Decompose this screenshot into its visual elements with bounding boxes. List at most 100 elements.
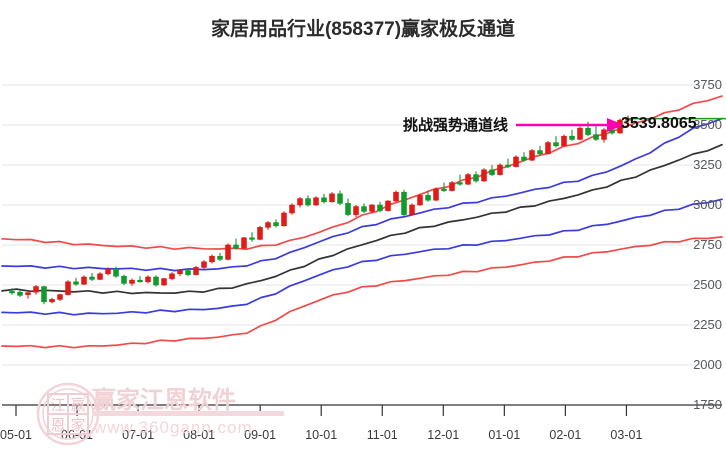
y-axis-tick-label: 1750 — [693, 397, 722, 412]
candle-body — [457, 182, 463, 185]
arrow-head — [607, 118, 624, 132]
candle-body — [57, 294, 63, 300]
candle-body — [361, 206, 367, 212]
y-axis-tick-label: 2500 — [693, 277, 722, 292]
candle-body — [225, 244, 231, 260]
candle-body — [129, 279, 135, 284]
inner-lower-channel-line — [1, 198, 723, 316]
candle-body — [481, 169, 487, 182]
candle-body — [17, 291, 23, 296]
x-axis-tick-label: 02-01 — [549, 428, 582, 442]
candle-body — [521, 156, 527, 161]
candle-body — [337, 193, 343, 204]
candle-body — [33, 286, 39, 293]
inner-lower-channel-path — [1, 198, 723, 316]
candle-body — [249, 237, 255, 240]
candle-body — [81, 276, 87, 285]
x-axis-tick-label: 07-01 — [122, 428, 155, 442]
inner-upper-channel-line — [1, 117, 723, 272]
x-axis-tick-label: 10-01 — [305, 428, 338, 442]
candle-body — [409, 204, 415, 215]
candle-body — [217, 255, 223, 260]
candle-body — [73, 281, 79, 285]
candle-body — [601, 129, 607, 140]
candle-body — [41, 286, 47, 303]
candle-body — [425, 195, 431, 201]
candle-body — [121, 275, 127, 284]
candle-body — [137, 279, 143, 283]
y-axis-tick-label: 2250 — [693, 317, 722, 332]
candle-body — [569, 135, 575, 140]
candle-body — [145, 276, 151, 283]
x-axis-tick-label: 03-01 — [610, 428, 643, 442]
x-axis-tick-label: 05-01 — [0, 428, 32, 442]
candlestick-series — [9, 115, 631, 305]
candle-body — [441, 188, 447, 191]
candle-body — [209, 255, 215, 263]
candle-body — [321, 197, 327, 203]
candle-body — [265, 222, 271, 228]
last-price-value: 3539.8065 — [621, 115, 697, 132]
candle-body — [417, 195, 423, 206]
y-axis-tick-label: 3250 — [693, 157, 722, 172]
x-axis-tick-label: 08-01 — [183, 428, 216, 442]
page-title: 家居用品行业(858377)赢家极反通道 — [210, 19, 516, 40]
y-axis-tick-label: 2000 — [693, 357, 722, 372]
candle-body — [233, 244, 239, 249]
mid-line-path — [1, 143, 723, 295]
candle-body — [105, 268, 111, 275]
candle-body — [513, 156, 519, 167]
candle-body — [153, 276, 159, 286]
candle-body — [281, 212, 287, 227]
candle-body — [97, 273, 103, 280]
mid-channel-line — [1, 143, 723, 295]
x-axis-tick-label: 09-01 — [244, 428, 277, 442]
candle-body — [89, 276, 95, 280]
candle-body — [593, 134, 599, 140]
candle-body — [185, 270, 191, 275]
y-axis-tick-label: 3500 — [693, 117, 722, 132]
candle-body — [353, 206, 359, 215]
candle-body — [561, 135, 567, 147]
candle-body — [313, 197, 319, 206]
candle-body — [289, 204, 295, 214]
x-axis — [2, 404, 722, 416]
candle-body — [329, 193, 335, 203]
candle-body — [465, 174, 471, 185]
annotation-arrow-icon — [516, 118, 624, 132]
inner-upper-channel-path — [1, 117, 723, 272]
candle-body — [529, 150, 535, 161]
y-axis-tick-label: 2750 — [693, 237, 722, 252]
candle-body — [9, 291, 15, 294]
candle-body — [49, 299, 55, 303]
candle-body — [385, 200, 391, 211]
candle-body — [545, 142, 551, 155]
candle-body — [273, 222, 279, 227]
candle-body — [433, 188, 439, 201]
candle-body — [401, 191, 407, 215]
candle-body — [25, 292, 31, 295]
candle-body — [537, 150, 543, 155]
candle-body — [65, 281, 71, 295]
candle-body — [345, 203, 351, 215]
candle-body — [257, 227, 263, 240]
outer-lower-channel-line — [1, 236, 723, 349]
x-axis-tick-label: 11-01 — [366, 428, 398, 442]
candle-body — [377, 204, 383, 211]
x-axis-tick-label: 06-01 — [61, 428, 94, 442]
candle-body — [393, 191, 399, 202]
candle-body — [577, 127, 583, 140]
candle-body — [497, 164, 503, 175]
candle-body — [297, 198, 303, 206]
annotation-label: 挑战强势通道线 — [403, 117, 509, 134]
candle-body — [553, 142, 559, 147]
candle-body — [177, 270, 183, 275]
candle-body — [201, 261, 207, 268]
candle-body — [489, 169, 495, 175]
candle-body — [505, 164, 511, 167]
candle-body — [161, 278, 167, 286]
y-axis-tick-label: 3750 — [693, 77, 722, 92]
candle-body — [241, 237, 247, 249]
